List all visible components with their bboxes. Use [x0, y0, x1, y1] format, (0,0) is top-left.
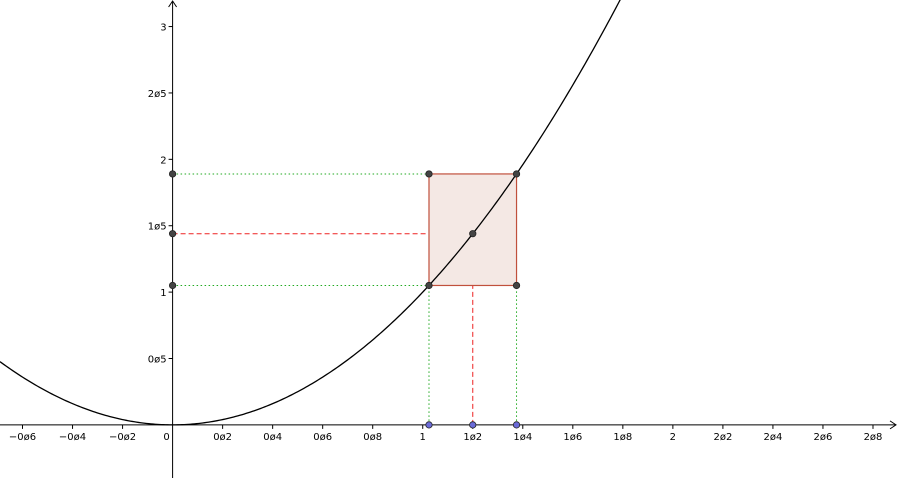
point-x-a: [425, 421, 433, 429]
x-tick-label: 2ø8: [864, 432, 883, 443]
point-x-b: [512, 421, 521, 429]
y-tick-label: 0ø5: [148, 355, 167, 366]
x-tick-label: 0ø4: [263, 432, 282, 443]
shaded-rectangle: [428, 173, 518, 287]
curve-layer: [0, 0, 621, 426]
x-tick-label: −0ø6: [9, 432, 36, 443]
x-tick-label: 1ø6: [563, 432, 582, 443]
point-rect-bottom-right: [512, 281, 521, 290]
point-y-fa: [168, 281, 177, 290]
x-tick-label: 0: [163, 432, 169, 443]
point-y-fb: [168, 170, 177, 178]
x-tick-label: 2ø6: [814, 432, 833, 443]
x-tick-label: 0ø2: [213, 432, 232, 443]
x-tick-label: 0ø8: [363, 432, 382, 443]
guide-lines-layer: [172, 173, 518, 425]
y-tick-label: 2ø5: [148, 89, 167, 100]
x-tick-label: 2: [670, 432, 676, 443]
points-layer: [168, 170, 521, 429]
x-axis-arrow: [889, 420, 897, 430]
y-tick-label: 3: [160, 23, 166, 34]
x-tick-label: −0ø4: [59, 432, 86, 443]
x-tick-label: 1: [420, 432, 426, 443]
y-axis-arrow: [168, 0, 178, 8]
x-tick-label: 0ø6: [313, 432, 332, 443]
x-tick-label: 1ø4: [513, 432, 532, 443]
parabola-curve: [0, 0, 621, 426]
y-tick-label: 1: [160, 288, 166, 299]
x-tick-label: −0ø2: [109, 432, 136, 443]
point-curve-a: [425, 281, 433, 290]
x-tick-label: 1ø8: [613, 432, 632, 443]
y-tick-label: 2: [160, 155, 166, 166]
y-tick-label: 1ø5: [148, 222, 167, 233]
rectangle-layer: [428, 173, 518, 287]
x-tick-label: 2ø2: [713, 432, 732, 443]
ticks-layer: −0ø6 −0ø4 −0ø2 0 0ø2 0ø4 0ø6 0ø8 1 1ø2 1ø4 1ø6 1ø8 2 2…: [9, 23, 883, 443]
point-x-c: [469, 421, 477, 429]
point-y-fc: [168, 230, 177, 238]
point-rect-top-left: [425, 170, 433, 178]
point-curve-c: [469, 230, 477, 238]
point-curve-b: [512, 170, 521, 178]
x-tick-label: 1ø2: [463, 432, 482, 443]
x-tick-label: 2ø4: [764, 432, 783, 443]
